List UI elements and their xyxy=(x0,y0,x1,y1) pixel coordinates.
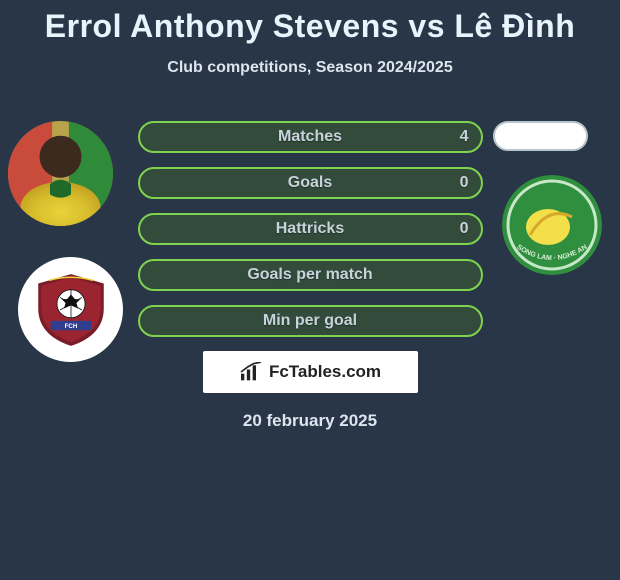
stats-table: Matches 4 Goals 0 Hattricks 0 Goals per … xyxy=(138,105,483,337)
date-text: 20 february 2025 xyxy=(0,411,620,431)
avatar-icon xyxy=(8,121,113,226)
subtitle: Club competitions, Season 2024/2025 xyxy=(0,59,620,77)
stat-label: Goals xyxy=(288,174,332,192)
brand-name: FcTables.com xyxy=(269,362,381,382)
stat-row: Min per goal xyxy=(138,305,483,337)
bar-chart-icon xyxy=(239,362,263,382)
club-left-badge: FCH xyxy=(18,257,123,362)
stat-row: Goals 0 xyxy=(138,167,483,199)
stat-row: Goals per match xyxy=(138,259,483,291)
stat-value: 0 xyxy=(460,220,469,238)
stat-row: Hattricks 0 xyxy=(138,213,483,245)
stat-value: 0 xyxy=(460,174,469,192)
stat-label: Hattricks xyxy=(276,220,344,238)
comparison-panel: FCH SONG LAM · NGHE AN Matches 4 Goals 0 xyxy=(0,105,620,431)
svg-text:FCH: FCH xyxy=(64,322,77,329)
stat-label: Goals per match xyxy=(247,266,372,284)
stat-value: 4 xyxy=(460,128,469,146)
stat-label: Min per goal xyxy=(263,312,357,330)
club-right-badge: SONG LAM · NGHE AN xyxy=(502,175,602,275)
page-title: Errol Anthony Stevens vs Lê Đình xyxy=(0,0,620,45)
stat-label: Matches xyxy=(278,128,342,146)
stat-row: Matches 4 xyxy=(138,121,483,153)
player-right-avatar xyxy=(493,121,588,151)
circle-badge-icon: SONG LAM · NGHE AN xyxy=(502,175,602,275)
player-left-avatar xyxy=(8,121,113,226)
shield-icon: FCH xyxy=(32,271,110,349)
brand-badge[interactable]: FcTables.com xyxy=(203,351,418,393)
